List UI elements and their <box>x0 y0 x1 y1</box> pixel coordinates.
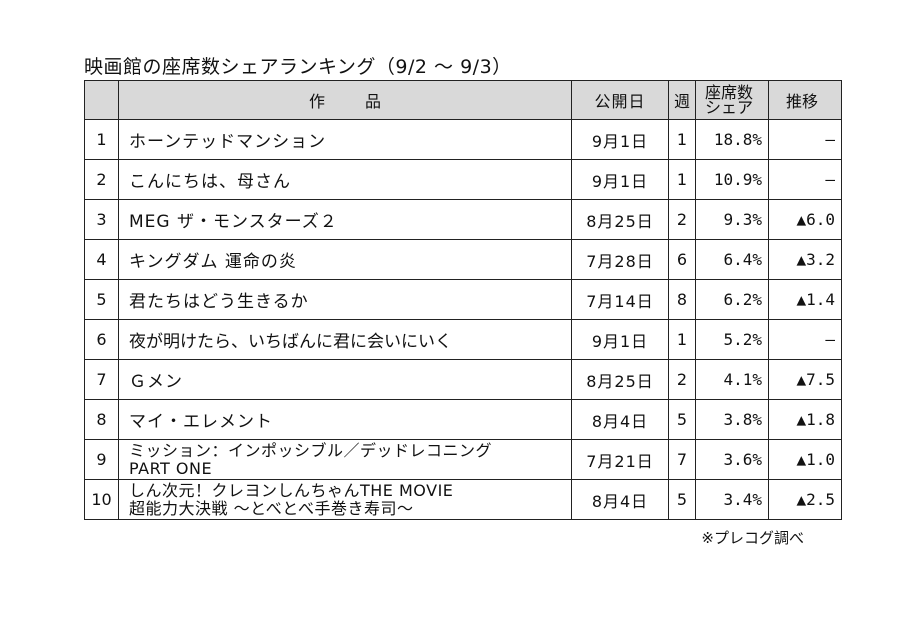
share-cell: 6.4% <box>695 239 769 280</box>
release-cell: 7月28日 <box>571 239 669 280</box>
trend-cell: ▲1.0 <box>768 439 842 480</box>
share-cell: 10.9% <box>695 159 769 200</box>
ranking-table: 作品 公開日 週 座席数 シェア 推移 1 ホーンテッドマンション 9月1日 1… <box>84 80 842 520</box>
week-cell: 6 <box>668 239 696 280</box>
header-title: 作品 <box>118 80 572 120</box>
trend-cell: ― <box>768 159 842 200</box>
week-cell: 1 <box>668 119 696 160</box>
title-cell: MEG ザ・モンスターズ２ <box>118 199 572 240</box>
share-cell: 4.1% <box>695 359 769 400</box>
rank-cell: 8 <box>84 399 119 440</box>
share-cell: 3.4% <box>695 479 769 520</box>
table-row: 6 夜が明けたら、いちばんに君に会いにいく 9月1日 1 5.2% ― <box>84 319 842 360</box>
header-trend: 推移 <box>768 80 842 120</box>
title-cell: ミッション：インポッシブル／デッドレコニング PART ONE <box>118 439 572 480</box>
title-line2: PART ONE <box>129 458 213 478</box>
title-cell: キングダム 運命の炎 <box>118 239 572 280</box>
trend-cell: ― <box>768 319 842 360</box>
table-row: 1 ホーンテッドマンション 9月1日 1 18.8% ― <box>84 119 842 160</box>
release-cell: 9月1日 <box>571 319 669 360</box>
title-line1: しん次元！クレヨンしんちゃんTHE MOVIE <box>129 480 454 500</box>
release-cell: 8月4日 <box>571 399 669 440</box>
rank-cell: 5 <box>84 279 119 320</box>
share-cell: 6.2% <box>695 279 769 320</box>
title-cell: 夜が明けたら、いちばんに君に会いにいく <box>118 319 572 360</box>
title-cell: マイ・エレメント <box>118 399 572 440</box>
table-row: 4 キングダム 運命の炎 7月28日 6 6.4% ▲3.2 <box>84 239 842 280</box>
header-rank <box>84 80 119 120</box>
table-header-row: 作品 公開日 週 座席数 シェア 推移 <box>84 80 842 120</box>
source-note: ※プレコグ調べ <box>701 529 804 547</box>
trend-cell: ▲1.4 <box>768 279 842 320</box>
table-row: 3 MEG ザ・モンスターズ２ 8月25日 2 9.3% ▲6.0 <box>84 199 842 240</box>
table-row: 9 ミッション：インポッシブル／デッドレコニング PART ONE 7月21日 … <box>84 439 842 480</box>
trend-cell: ▲1.8 <box>768 399 842 440</box>
table-row: 5 君たちはどう生きるか 7月14日 8 6.2% ▲1.4 <box>84 279 842 320</box>
title-cell: こんにちは、母さん <box>118 159 572 200</box>
ranking-title: 映画館の座席数シェアランキング（9/2 ～ 9/3） <box>84 56 512 78</box>
release-cell: 9月1日 <box>571 119 669 160</box>
rank-cell: 9 <box>84 439 119 480</box>
rank-cell: 1 <box>84 119 119 160</box>
share-cell: 3.6% <box>695 439 769 480</box>
release-cell: 8月4日 <box>571 479 669 520</box>
title-line1: ミッション：インポッシブル／デッドレコニング <box>129 440 493 460</box>
trend-cell: ― <box>768 119 842 160</box>
share-cell: 18.8% <box>695 119 769 160</box>
rank-cell: 6 <box>84 319 119 360</box>
week-cell: 1 <box>668 159 696 200</box>
rank-cell: 2 <box>84 159 119 200</box>
trend-cell: ▲6.0 <box>768 199 842 240</box>
table-row: 8 マイ・エレメント 8月4日 5 3.8% ▲1.8 <box>84 399 842 440</box>
header-release: 公開日 <box>571 80 669 120</box>
week-cell: 8 <box>668 279 696 320</box>
release-cell: 7月21日 <box>571 439 669 480</box>
week-cell: 7 <box>668 439 696 480</box>
week-cell: 5 <box>668 479 696 520</box>
title-cell: Ｇメン <box>118 359 572 400</box>
rank-cell: 3 <box>84 199 119 240</box>
rank-cell: 10 <box>84 479 119 520</box>
rank-cell: 4 <box>84 239 119 280</box>
week-cell: 2 <box>668 199 696 240</box>
title-cell: ホーンテッドマンション <box>118 119 572 160</box>
week-cell: 2 <box>668 359 696 400</box>
week-cell: 5 <box>668 399 696 440</box>
table-row: 10 しん次元！クレヨンしんちゃんTHE MOVIE 超能力大決戦 ～とべとべ手… <box>84 479 842 520</box>
trend-cell: ▲7.5 <box>768 359 842 400</box>
share-cell: 9.3% <box>695 199 769 240</box>
week-cell: 1 <box>668 319 696 360</box>
header-week: 週 <box>668 80 696 120</box>
table-row: 2 こんにちは、母さん 9月1日 1 10.9% ― <box>84 159 842 200</box>
release-cell: 8月25日 <box>571 199 669 240</box>
share-cell: 5.2% <box>695 319 769 360</box>
trend-cell: ▲3.2 <box>768 239 842 280</box>
release-cell: 8月25日 <box>571 359 669 400</box>
share-cell: 3.8% <box>695 399 769 440</box>
release-cell: 9月1日 <box>571 159 669 200</box>
header-share: 座席数 シェア <box>695 80 769 120</box>
table-row: 7 Ｇメン 8月25日 2 4.1% ▲7.5 <box>84 359 842 400</box>
header-share-line1: 座席数 <box>704 83 753 102</box>
header-share-line2: シェア <box>704 98 753 117</box>
title-cell: 君たちはどう生きるか <box>118 279 572 320</box>
rank-cell: 7 <box>84 359 119 400</box>
release-cell: 7月14日 <box>571 279 669 320</box>
trend-cell: ▲2.5 <box>768 479 842 520</box>
title-line2: 超能力大決戦 ～とべとべ手巻き寿司～ <box>129 498 414 518</box>
title-cell: しん次元！クレヨンしんちゃんTHE MOVIE 超能力大決戦 ～とべとべ手巻き寿… <box>118 479 572 520</box>
